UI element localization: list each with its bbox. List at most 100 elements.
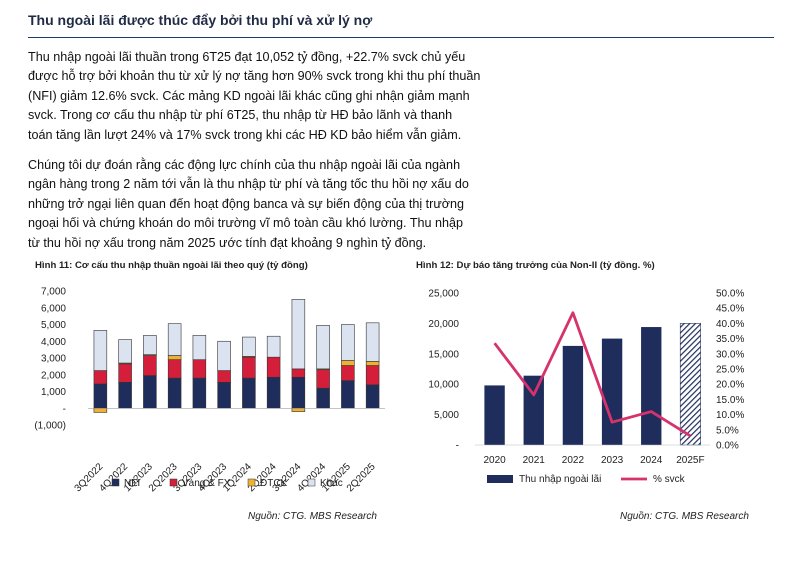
y-tick-label: 3,000 bbox=[41, 354, 66, 365]
figure-11-source: Nguồn: CTG. MBS Research bbox=[248, 511, 377, 522]
bar bbox=[523, 375, 544, 445]
legend-label: Vàng & FX bbox=[182, 478, 231, 489]
y2-tick-label: 5.0% bbox=[716, 425, 739, 436]
x-tick-label: 2024 bbox=[640, 455, 663, 466]
bar-segment bbox=[242, 377, 256, 409]
bar-segment bbox=[365, 361, 380, 366]
figure-11-title: Hình 11: Cơ cấu thu nhập thuần ngoài lãi… bbox=[35, 260, 308, 271]
legend-label: Thu nhập ngoài lãi bbox=[519, 474, 601, 485]
y2-tick-label: 45.0% bbox=[716, 304, 744, 315]
legend-label: ĐTCK bbox=[260, 478, 288, 489]
bar-segment bbox=[266, 335, 281, 358]
legend-swatch bbox=[487, 475, 513, 483]
bar-segment bbox=[118, 381, 132, 409]
paragraph-1: Thu nhập ngoài lãi thuần trong 6T25 đạt … bbox=[28, 48, 758, 145]
bar bbox=[641, 327, 662, 445]
bar-segment bbox=[143, 335, 157, 355]
y-tick-label: 1,000 bbox=[41, 387, 66, 398]
bar bbox=[562, 345, 584, 445]
bar-segment bbox=[341, 380, 355, 409]
bar-segment bbox=[316, 387, 330, 409]
paragraph-line: những trở ngại liên quan đến hoạt động b… bbox=[28, 196, 465, 211]
y2-tick-label: 30.0% bbox=[716, 349, 744, 360]
bar-segment bbox=[167, 377, 182, 409]
y-tick-label: 5,000 bbox=[41, 320, 66, 331]
bar-segment bbox=[242, 336, 256, 357]
growth-line bbox=[493, 311, 692, 438]
bar-segment bbox=[291, 376, 306, 409]
bar-segment bbox=[291, 299, 306, 370]
legend-label: Khác bbox=[320, 478, 343, 489]
bar-segment bbox=[217, 340, 231, 371]
y-tick-label: 2,000 bbox=[41, 370, 66, 381]
y2-tick-label: 35.0% bbox=[716, 334, 744, 345]
bar-segment bbox=[291, 368, 306, 378]
bar-segment bbox=[143, 375, 157, 409]
bar-segment bbox=[266, 356, 281, 378]
legend-swatch bbox=[111, 478, 120, 487]
paragraph-line: toán tăng lần lượt 24% và 17% svck trong… bbox=[28, 127, 462, 142]
bar-segment bbox=[341, 324, 355, 361]
figure-11-chart: 7,000 6,000 5,000 4,000 3,000 2,000 1,000 - (1,0… bbox=[34, 287, 385, 494]
y-tick-label: 10,000 bbox=[428, 380, 459, 391]
bar-segment bbox=[192, 377, 207, 409]
paragraph-line: svck. Trong cơ cấu thu nhập từ phí 6T25,… bbox=[28, 108, 453, 123]
section-title: Thu ngoài lãi được thúc đẩy bởi thu phí … bbox=[28, 12, 373, 28]
y-tick-label: - bbox=[456, 441, 459, 452]
y-tick-label: (1,000) bbox=[34, 421, 66, 432]
y2-tick-label: 0.0% bbox=[716, 441, 739, 452]
x-tick-label: 2025F bbox=[676, 455, 704, 466]
bar-segment bbox=[365, 322, 380, 362]
y2-tick-label: 40.0% bbox=[716, 319, 744, 330]
bar-segment bbox=[143, 355, 157, 376]
y-tick-label: 15,000 bbox=[428, 349, 459, 360]
bar-segment bbox=[316, 325, 330, 370]
y-tick-label: 4,000 bbox=[41, 337, 66, 348]
x-tick-label: 2020 bbox=[483, 455, 506, 466]
y-tick-label: 20,000 bbox=[428, 319, 459, 330]
legend-label: NFI bbox=[124, 478, 140, 489]
paragraph-line: (NFI) giảm 12.6% svck. Các mảng KD ngoài… bbox=[28, 88, 470, 103]
bar-segment bbox=[217, 381, 231, 409]
bar bbox=[601, 338, 623, 445]
paragraph-line: Thu nhập ngoài lãi thuần trong 6T25 đạt … bbox=[28, 50, 466, 64]
y-tick-label: 6,000 bbox=[41, 303, 66, 314]
x-tick-label: 2022 bbox=[562, 455, 585, 466]
y-tick-label: 7,000 bbox=[41, 287, 66, 298]
bar-segment bbox=[291, 407, 306, 412]
y2-tick-label: 20.0% bbox=[716, 380, 744, 391]
y2-tick-label: 50.0% bbox=[716, 289, 744, 300]
bar-segment bbox=[242, 356, 256, 379]
legend-swatch bbox=[247, 478, 256, 487]
paragraph-line: Chúng tôi dự đoán rằng các động lực chín… bbox=[28, 158, 461, 172]
y-tick-label: - bbox=[63, 404, 66, 415]
bar-segment bbox=[341, 360, 355, 366]
bar-segment bbox=[167, 355, 182, 360]
legend-swatch bbox=[307, 478, 316, 487]
paragraph-line: ngoại hối và chứng khoán do môi trường v… bbox=[28, 216, 464, 231]
bar-segment bbox=[93, 383, 108, 409]
y-tick-label: 25,000 bbox=[428, 289, 459, 300]
y2-tick-label: 15.0% bbox=[716, 395, 744, 406]
legend-label: % svck bbox=[653, 474, 686, 485]
bar bbox=[484, 385, 505, 445]
bar-segment bbox=[167, 359, 182, 379]
bar-segment bbox=[365, 365, 380, 386]
paragraph-line: được hỗ trợ bởi khoản thu từ xử lý nợ tă… bbox=[28, 69, 481, 84]
figure-12-chart: 25,000 20,000 15,000 10,000 5,000 - 50.0% 45.0%… bbox=[428, 289, 744, 486]
x-tick-label: 2021 bbox=[523, 455, 546, 466]
bar-segment bbox=[217, 370, 231, 383]
paragraph-2: Chúng tôi dự đoán rằng các động lực chín… bbox=[28, 156, 758, 253]
bar-segment bbox=[93, 330, 108, 371]
bar-segment bbox=[118, 363, 132, 383]
legend-swatch bbox=[169, 478, 178, 487]
y-tick-label: 5,000 bbox=[434, 410, 459, 421]
bar-segment bbox=[93, 407, 108, 413]
bar-segment bbox=[192, 359, 207, 379]
y2-tick-label: 10.0% bbox=[716, 410, 744, 421]
bar-segment bbox=[93, 370, 108, 385]
bar-segment bbox=[316, 369, 330, 389]
bar-segment bbox=[365, 384, 380, 409]
bar-segment bbox=[266, 376, 281, 409]
figure-12-source: Nguồn: CTG. MBS Research bbox=[620, 511, 749, 522]
